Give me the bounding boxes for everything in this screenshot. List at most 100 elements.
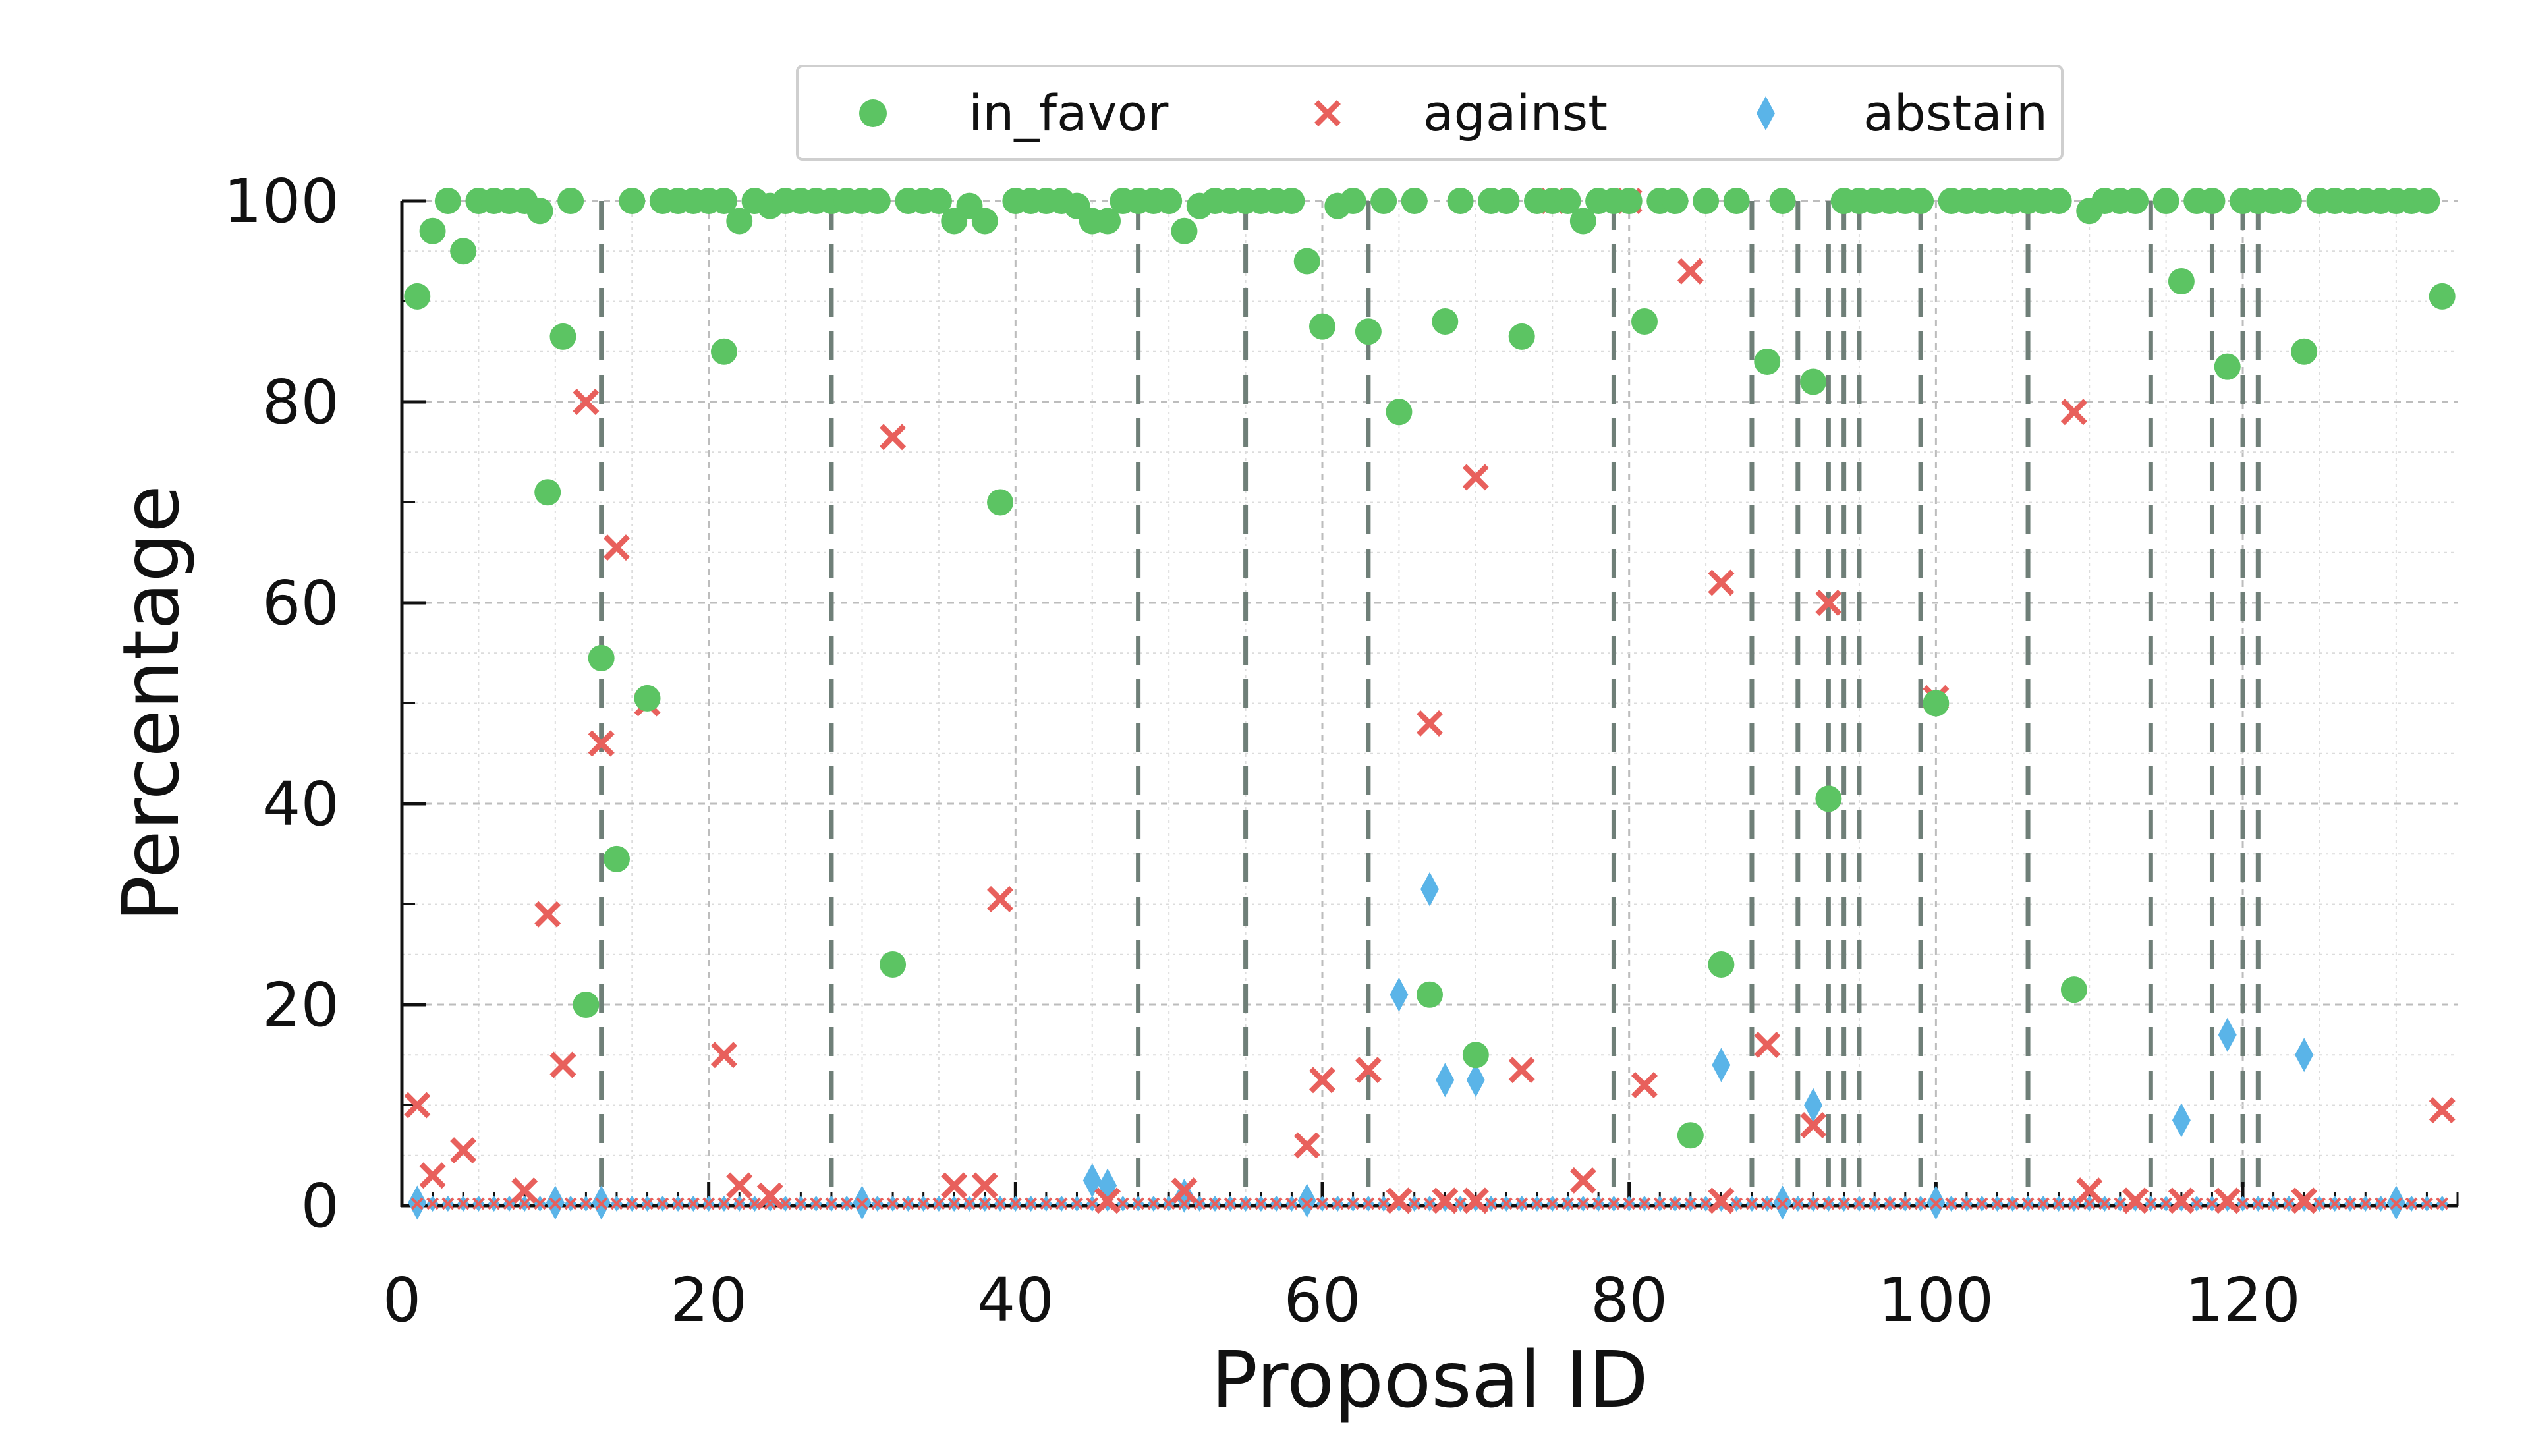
baseline-point (579, 1197, 592, 1210)
baseline-point (1884, 1197, 1896, 1210)
baseline-point (472, 1197, 485, 1210)
baseline-point (1178, 1197, 1191, 1210)
in-favor-point (1616, 188, 1643, 214)
baseline-point (2344, 1197, 2357, 1210)
baseline-point (2436, 1197, 2449, 1210)
baseline-point (1945, 1197, 1958, 1210)
y-tick-label: 80 (262, 367, 339, 437)
baseline-point (901, 1197, 914, 1210)
x-tick-label: 120 (2185, 1265, 2301, 1335)
baseline-point (1454, 1197, 1467, 1210)
against-point (534, 901, 561, 928)
in-favor-point (526, 198, 553, 225)
in-favor-point (1432, 308, 1459, 335)
baseline-point (457, 1197, 470, 1210)
baseline-point (1699, 1197, 1712, 1210)
against-point (1355, 1057, 1382, 1084)
in-favor-point (2122, 188, 2149, 214)
against-point (1754, 1032, 1781, 1058)
in-favor-point (710, 338, 737, 365)
against-point (880, 424, 907, 451)
baseline-point (2359, 1197, 2372, 1210)
in-favor-point (1339, 188, 1366, 214)
baseline-point (932, 1197, 945, 1210)
y-tick-label: 0 (300, 1171, 339, 1241)
baseline-point (1531, 1197, 1544, 1210)
against-point (1432, 1187, 1459, 1214)
in-favor-point (1708, 951, 1735, 978)
in-favor-point (2275, 188, 2302, 214)
in-favor-point (1693, 188, 1720, 214)
baseline-point (840, 1197, 853, 1210)
x-tick-label: 60 (1283, 1265, 1361, 1335)
against-point (710, 1042, 737, 1069)
against-point (1569, 1167, 1596, 1194)
baseline-point (779, 1197, 792, 1210)
legend-abstain-label: abstain (1863, 84, 2048, 142)
series-in-favor (404, 188, 2456, 1149)
baseline-point (1730, 1197, 1743, 1210)
baseline-point (656, 1197, 669, 1210)
in-favor-point (1907, 188, 1934, 214)
in-favor-point (1293, 248, 1320, 275)
against-point (1800, 1112, 1827, 1138)
in-favor-point (634, 685, 661, 712)
in-favor-point (2199, 188, 2226, 214)
against-point (1293, 1132, 1320, 1159)
baseline-point (1669, 1197, 1681, 1210)
in-favor-point (1554, 188, 1581, 214)
legend-in-favor-marker (859, 99, 887, 127)
against-point (1677, 258, 1704, 285)
x-tick-label: 20 (670, 1265, 747, 1335)
in-favor-point (1508, 323, 1535, 350)
against-point (2060, 399, 2087, 426)
against-point (1309, 1067, 1336, 1094)
baseline-point (1239, 1197, 1252, 1210)
in-favor-point (588, 644, 615, 671)
in-favor-point (1171, 217, 1198, 244)
baseline-point (2206, 1197, 2218, 1210)
baseline-point (2160, 1197, 2173, 1210)
baseline-point (856, 1197, 868, 1210)
against-point (1417, 710, 1443, 737)
baseline-point (595, 1197, 608, 1210)
in-favor-point (1631, 308, 1658, 335)
against-point (1462, 1187, 1489, 1214)
baseline-point (2114, 1197, 2127, 1210)
against-point (2168, 1187, 2195, 1214)
legend-abstain-marker (1757, 96, 1775, 130)
x-tick-label: 100 (1878, 1265, 1994, 1335)
baseline-point (794, 1197, 807, 1210)
y-tick-label: 60 (262, 568, 339, 638)
baseline-point (1760, 1197, 1774, 1210)
baseline-point (1009, 1197, 1022, 1210)
baseline-point (2267, 1197, 2280, 1210)
in-favor-point (1278, 188, 1305, 214)
in-favor-point (1723, 188, 1750, 214)
in-favor-point (603, 845, 630, 872)
baseline-point (963, 1197, 976, 1210)
against-point (450, 1137, 477, 1164)
abstain-point (2295, 1038, 2314, 1073)
against-point (1386, 1187, 1413, 1214)
in-favor-point (619, 188, 646, 214)
baseline-point (1147, 1197, 1160, 1210)
baseline-point (871, 1197, 884, 1210)
baseline-point (671, 1197, 685, 1210)
in-favor-point (2214, 353, 2241, 380)
legend-box (796, 65, 2064, 161)
in-favor-point (1462, 1042, 1489, 1069)
in-favor-point (987, 489, 1014, 516)
against-point (726, 1172, 753, 1199)
abstain-point (1390, 977, 1409, 1012)
y-tick-label: 40 (262, 769, 339, 839)
against-point (419, 1162, 446, 1189)
abstain-point (1804, 1088, 1823, 1123)
baseline-point (1362, 1197, 1375, 1210)
baseline-point (978, 1197, 992, 1210)
baseline-point (994, 1197, 1007, 1210)
baseline-point (1791, 1197, 1805, 1210)
baseline-point (1853, 1197, 1866, 1210)
baseline-point (2421, 1197, 2433, 1210)
